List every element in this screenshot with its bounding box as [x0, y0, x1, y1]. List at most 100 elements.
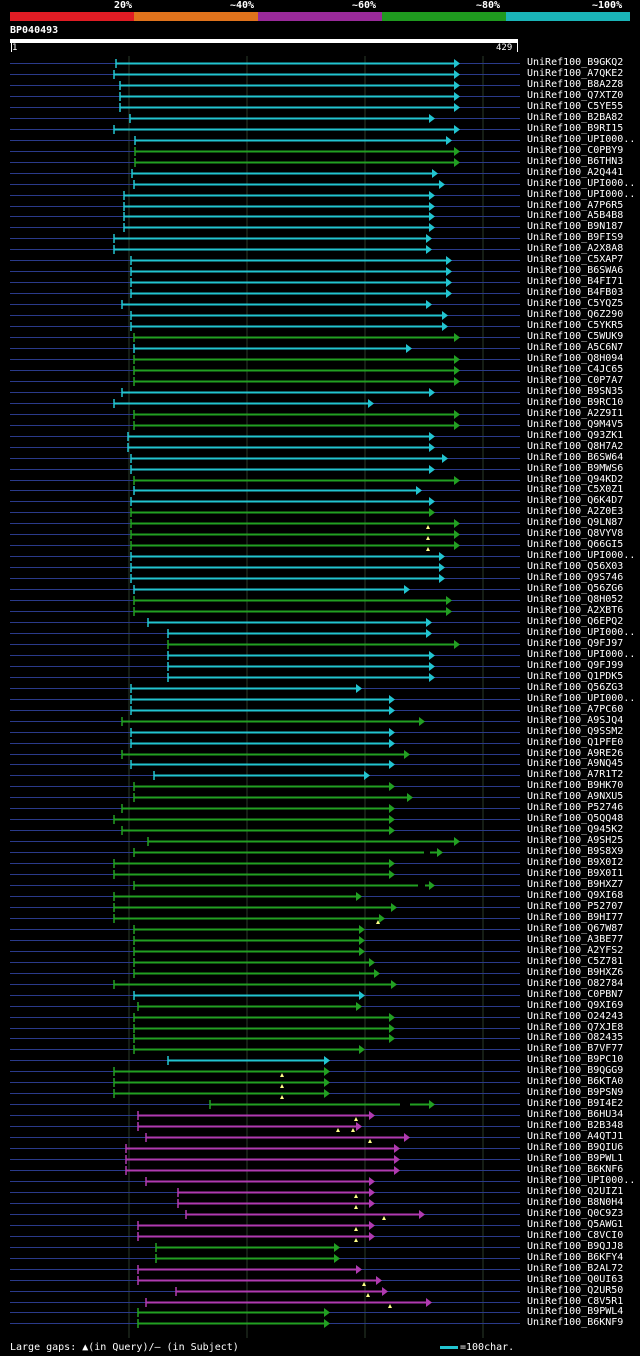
table-row[interactable]: UniRef100_Q6K4D7 — [0, 495, 640, 507]
hit-label[interactable]: UniRef100_Q66GI5 — [527, 539, 624, 551]
table-row[interactable]: UniRef100_UPI000.. — [0, 134, 640, 146]
hit-label[interactable]: UniRef100_B6SWA6 — [527, 265, 624, 277]
hit-label[interactable]: UniRef100_A5C6N7 — [527, 342, 624, 353]
table-row[interactable]: UniRef100_B6THN3 — [0, 156, 640, 168]
hit-label[interactable]: UniRef100_B6KFY4 — [527, 1251, 624, 1263]
hit-label[interactable]: UniRef100_Q6Z290 — [527, 309, 624, 321]
hit-label[interactable]: UniRef100_A9SH25 — [527, 835, 624, 847]
table-row[interactable]: UniRef100_B9HXZ6 — [0, 967, 640, 979]
hit-label[interactable]: UniRef100_C8VCI0 — [527, 1229, 624, 1241]
table-row[interactable]: UniRef100_C5YQZ5 — [0, 298, 640, 310]
hit-label[interactable]: UniRef100_Q2UR50 — [527, 1284, 624, 1296]
table-row[interactable]: UniRef100_C5YE55 — [0, 100, 640, 113]
hit-label[interactable]: UniRef100_A2XBT6 — [527, 605, 624, 616]
hit-label[interactable]: UniRef100_B9HI77 — [527, 911, 624, 923]
table-row[interactable]: UniRef100_B4FI71 — [0, 276, 640, 288]
hit-label[interactable]: UniRef100_UPI000.. — [527, 648, 636, 660]
hit-label[interactable]: UniRef100_Q9S746 — [527, 572, 624, 584]
hit-label[interactable]: UniRef100_A2Z9I1 — [527, 407, 624, 419]
hit-label[interactable]: UniRef100_Q2UIZ1 — [527, 1185, 624, 1197]
hit-label[interactable]: UniRef100_Q945K2 — [527, 824, 624, 836]
table-row[interactable]: UniRef100_B9QGG9 — [0, 1065, 640, 1078]
hit-label[interactable]: UniRef100_B9QJJ8 — [527, 1240, 624, 1252]
hit-label[interactable]: UniRef100_C5YQZ5 — [527, 298, 624, 310]
hit-label[interactable]: UniRef100_C5XAP7 — [527, 254, 624, 266]
hit-label[interactable]: UniRef100_B9RI15 — [527, 122, 624, 134]
table-row[interactable]: UniRef100_B9I4E2 — [0, 1098, 640, 1110]
table-row[interactable]: UniRef100_C5XAP7 — [0, 254, 640, 266]
hit-label[interactable]: UniRef100_Q8H7A2 — [527, 440, 624, 452]
table-row[interactable]: UniRef100_A7R1T2 — [0, 769, 640, 781]
table-row[interactable]: UniRef100_A2X8A8 — [0, 243, 640, 255]
table-row[interactable]: UniRef100_Q9S746 — [0, 572, 640, 584]
table-row[interactable]: UniRef100_B6SWA6 — [0, 265, 640, 277]
hit-label[interactable]: UniRef100_Q94KD2 — [527, 473, 624, 485]
hit-label[interactable]: UniRef100_C5Z781 — [527, 955, 624, 967]
table-row[interactable]: UniRef100_Q94KD2 — [0, 473, 640, 486]
hit-label[interactable]: UniRef100_B9HXZ7 — [527, 879, 624, 890]
table-row[interactable]: UniRef100_B9HXZ7 — [0, 879, 640, 891]
table-row[interactable]: UniRef100_B7VF77 — [0, 1043, 640, 1055]
table-row[interactable]: UniRef100_Q7XJE8 — [0, 1021, 640, 1034]
hit-label[interactable]: UniRef100_B2AL72 — [527, 1262, 624, 1274]
hit-label[interactable]: UniRef100_B9MWS6 — [527, 462, 624, 474]
hit-label[interactable]: UniRef100_A9RE26 — [527, 747, 624, 759]
table-row[interactable]: UniRef100_B9N187 — [0, 221, 640, 233]
hit-label[interactable]: UniRef100_C5WUK9 — [527, 331, 624, 342]
hit-label[interactable]: UniRef100_Q9XI68 — [527, 890, 624, 901]
hit-label[interactable]: UniRef100_Q5QQ48 — [527, 813, 624, 825]
table-row[interactable]: UniRef100_A2XBT6 — [0, 605, 640, 617]
table-row[interactable]: UniRef100_O24243 — [0, 1011, 640, 1023]
hit-label[interactable]: UniRef100_B9SN35 — [527, 385, 624, 397]
table-row[interactable]: UniRef100_C5X0Z1 — [0, 484, 640, 496]
table-row[interactable]: UniRef100_P52746 — [0, 802, 640, 814]
hit-label[interactable]: UniRef100_B9QGG9 — [527, 1065, 624, 1077]
hit-label[interactable]: UniRef100_UPI000.. — [527, 1174, 636, 1186]
hit-label[interactable]: UniRef100_O82784 — [527, 977, 624, 989]
hit-label[interactable]: UniRef100_C5YKR5 — [527, 320, 624, 331]
table-row[interactable]: UniRef100_A7QKE2 — [0, 68, 640, 80]
hit-label[interactable]: UniRef100_B8A2Z8 — [527, 78, 624, 90]
table-row[interactable]: UniRef100_A9NXU5 — [0, 791, 640, 803]
table-row[interactable]: UniRef100_A2Q441 — [0, 167, 640, 179]
hit-label[interactable]: UniRef100_A7R1T2 — [527, 769, 624, 781]
table-row[interactable]: UniRef100_Q0UI63 — [0, 1274, 640, 1286]
table-row[interactable]: UniRef100_Q2UIZ1 — [0, 1185, 640, 1198]
table-row[interactable]: UniRef100_P52707 — [0, 901, 640, 913]
table-row[interactable]: UniRef100_B9SN35 — [0, 385, 640, 398]
table-row[interactable]: UniRef100_B9RI15 — [0, 122, 640, 135]
table-row[interactable]: UniRef100_B9X0I1 — [0, 868, 640, 880]
table-row[interactable]: UniRef100_A9SH25 — [0, 835, 640, 847]
hit-label[interactable]: UniRef100_B8N0H4 — [527, 1196, 624, 1208]
hit-label[interactable]: UniRef100_B6SW64 — [527, 451, 624, 463]
hit-label[interactable]: UniRef100_B7VF77 — [527, 1043, 624, 1055]
hit-label[interactable]: UniRef100_B6KTA0 — [527, 1076, 624, 1088]
table-row[interactable]: UniRef100_O82435 — [0, 1032, 640, 1044]
table-row[interactable]: UniRef100_Q56ZG6 — [0, 583, 640, 595]
table-row[interactable]: UniRef100_Q9SSM2 — [0, 725, 640, 738]
hit-label[interactable]: UniRef100_A2X8A8 — [527, 243, 624, 255]
hit-label[interactable]: UniRef100_C5YE55 — [527, 100, 624, 112]
table-row[interactable]: UniRef100_A2YFS2 — [0, 945, 640, 957]
hit-label[interactable]: UniRef100_Q93ZK1 — [527, 429, 624, 441]
table-row[interactable]: UniRef100_Q9XI69 — [0, 1000, 640, 1012]
table-row[interactable]: UniRef100_UPI000.. — [0, 189, 640, 201]
hit-label[interactable]: UniRef100_UPI000.. — [527, 692, 636, 704]
hit-label[interactable]: UniRef100_Q9SSM2 — [527, 725, 624, 737]
hit-label[interactable]: UniRef100_Q8VYV8 — [527, 528, 624, 540]
table-row[interactable]: UniRef100_C5Z781 — [0, 955, 640, 968]
table-row[interactable]: UniRef100_Q56X03 — [0, 561, 640, 573]
hit-label[interactable]: UniRef100_B9PC10 — [527, 1054, 624, 1066]
hit-label[interactable]: UniRef100_Q8H094 — [527, 352, 624, 364]
hit-label[interactable]: UniRef100_O82435 — [527, 1032, 624, 1044]
hit-label[interactable]: UniRef100_Q7XJE8 — [527, 1021, 624, 1033]
hit-label[interactable]: UniRef100_B9PSN9 — [527, 1087, 624, 1099]
table-row[interactable]: UniRef100_B2B348 — [0, 1120, 640, 1133]
hit-label[interactable]: UniRef100_Q1PDK5 — [527, 670, 624, 682]
hit-label[interactable]: UniRef100_B9X0I2 — [527, 857, 624, 869]
hit-label[interactable]: UniRef100_Q67W87 — [527, 922, 624, 934]
table-row[interactable]: UniRef100_B6KNF6 — [0, 1164, 640, 1176]
hit-label[interactable]: UniRef100_A7PC60 — [527, 703, 624, 715]
table-row[interactable]: UniRef100_B9FIS9 — [0, 232, 640, 244]
hit-label[interactable]: UniRef100_A4QTJ1 — [527, 1131, 624, 1143]
